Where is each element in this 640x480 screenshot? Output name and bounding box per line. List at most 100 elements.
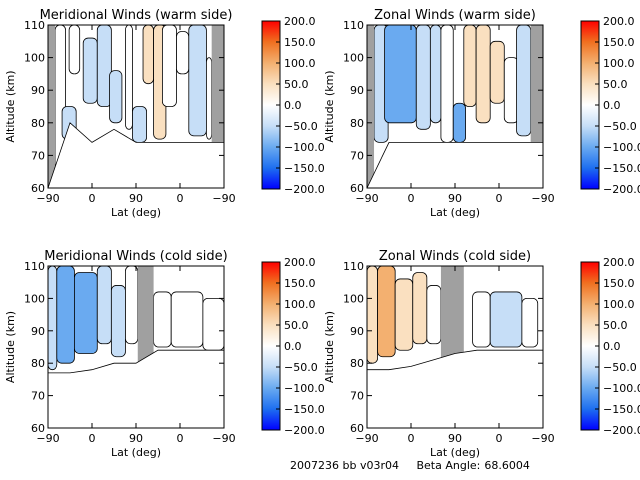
y-tick-label: 100 (343, 52, 364, 65)
plot-contents (367, 25, 543, 188)
colorbar-tick-label: 0.0 (603, 99, 621, 112)
colorbar-tick-label: 50.0 (284, 78, 309, 91)
wind-region-11 (162, 25, 177, 107)
plot-contents (48, 266, 224, 428)
no-data-band-1 (48, 25, 56, 188)
y-tick-label: 100 (24, 292, 45, 305)
chart-title: Zonal Winds (warm side) (374, 8, 536, 23)
x-tick-label: 90 (129, 192, 143, 205)
wind-region-3 (74, 272, 98, 354)
colorbar-tick-label: 200.0 (284, 15, 316, 28)
wind-region-5 (440, 25, 454, 143)
colorbar-tick-label: 50.0 (603, 319, 628, 332)
x-tick-label: −90 (355, 432, 378, 445)
wind-region-9 (202, 298, 224, 351)
x-tick-label: −90 (212, 192, 235, 205)
x-tick-label: 0 (177, 192, 184, 205)
wind-region-5 (426, 285, 442, 345)
y-tick-label: 110 (343, 19, 364, 32)
colorbar-tick-label: 0.0 (284, 340, 302, 353)
colorbar-tick-label: 100.0 (284, 57, 316, 70)
x-tick-label: 0 (89, 192, 96, 205)
wind-region-5 (110, 285, 126, 358)
colorbar-tick-label: 100.0 (603, 298, 635, 311)
data-lower-boundary (48, 122, 224, 188)
data-lower-boundary (367, 349, 543, 371)
x-axis-label: Lat (deg) (430, 206, 480, 219)
x-tick-label: 90 (448, 432, 462, 445)
y-axis-label: Altitude (km) (4, 70, 17, 142)
y-tick-label: 80 (350, 357, 364, 370)
below-data-mask (367, 142, 543, 188)
wind-region-2 (56, 266, 75, 364)
colorbar-tick-label: 150.0 (284, 277, 316, 290)
x-tick-label: 0 (496, 432, 503, 445)
wind-region-6 (109, 70, 123, 124)
y-tick-label: 60 (31, 422, 45, 435)
y-tick-label: 110 (343, 260, 364, 273)
wind-region-4 (96, 266, 112, 345)
x-tick-label: 0 (89, 432, 96, 445)
colorbar-tick-label: −100.0 (284, 141, 325, 154)
colorbar-tick-label: −50.0 (284, 120, 318, 133)
wind-region-4 (412, 272, 428, 345)
y-tick-label: 110 (24, 19, 45, 32)
colorbar-tick-label: −150.0 (284, 162, 325, 175)
y-tick-label: 60 (350, 182, 364, 195)
colorbar-tick-label: 0.0 (284, 99, 302, 112)
colorbar-tick-label: −150.0 (603, 403, 640, 416)
colorbar-tick-label: −200.0 (284, 424, 325, 437)
chart-panel-4: Zonal Winds (cold side)11010090807060−90… (323, 249, 640, 459)
wind-region-8 (475, 25, 491, 124)
colorbar-tick-label: −100.0 (284, 382, 325, 395)
below-data-mask (48, 122, 224, 188)
colorbar-tick-label: −150.0 (284, 403, 325, 416)
chart-panel-3: Meridional Winds (cold side)110 100 90 80 70… (4, 249, 325, 459)
wind-region-7 (125, 25, 133, 130)
x-axis-label: Lat (deg) (111, 446, 161, 459)
colorbar-tick-label: −100.0 (603, 141, 640, 154)
y-tick-label: 100 (343, 292, 364, 305)
x-tick-label: −90 (36, 432, 59, 445)
wind-region-6 (125, 266, 139, 345)
wind-region-7 (153, 291, 172, 348)
y-tick-label: 70 (31, 149, 45, 162)
x-tick-label: −90 (531, 432, 554, 445)
x-tick-label: 90 (448, 192, 462, 205)
x-tick-label: −90 (36, 192, 59, 205)
x-tick-label: 90 (129, 432, 143, 445)
x-axis-label: Lat (deg) (111, 206, 161, 219)
colorbar-tick-label: −150.0 (603, 162, 640, 175)
wind-region-1 (367, 266, 378, 364)
wind-region-8 (170, 291, 204, 348)
x-tick-label: 0 (496, 192, 503, 205)
colorbar-tick-label: 100.0 (284, 298, 316, 311)
colorbar-tick-label: 50.0 (284, 319, 309, 332)
colorbar-tick-label: 150.0 (603, 36, 635, 49)
x-tick-label: 0 (177, 432, 184, 445)
y-axis-label: Altitude (km) (323, 70, 336, 142)
below-data-mask (367, 350, 543, 428)
y-tick-label: 70 (350, 149, 364, 162)
chart-panel-1: Meridional Winds (warm side)110 100 90 80 70… (4, 8, 325, 219)
colorbar-tick-label: −200.0 (603, 424, 640, 437)
chart-title: Meridional Winds (warm side) (40, 8, 233, 23)
y-axis-label: Altitude (km) (323, 311, 336, 383)
wind-region-4 (82, 37, 98, 104)
wind-region-6 (472, 291, 491, 348)
wind-region-3 (68, 25, 81, 75)
y-tick-label: 60 (350, 422, 364, 435)
y-tick-label: 90 (350, 325, 364, 338)
wind-region-2 (377, 266, 396, 358)
chart-title: Zonal Winds (cold side) (379, 249, 531, 264)
wind-region-5 (96, 25, 112, 107)
y-tick-label: 70 (350, 390, 364, 403)
no-data-band-1 (367, 25, 375, 188)
y-tick-label: 110 (24, 260, 45, 273)
colorbar-tick-label: 200.0 (603, 15, 635, 28)
wind-region-9 (489, 40, 505, 104)
colorbar-tick-label: −50.0 (603, 120, 637, 133)
colorbar-tick-label: −200.0 (603, 183, 640, 196)
wind-region-8 (132, 106, 147, 143)
